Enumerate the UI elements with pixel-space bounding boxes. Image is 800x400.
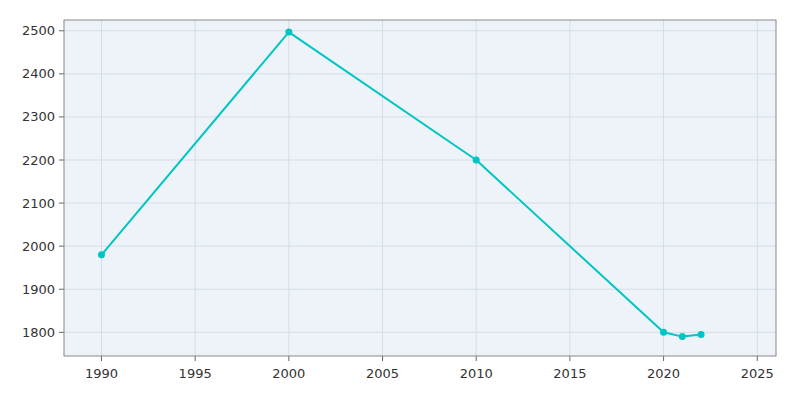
- y-tick-label: 2000: [22, 239, 55, 254]
- plot-background: [64, 20, 776, 356]
- line-marker: [660, 329, 667, 336]
- x-grid-line: [757, 20, 758, 356]
- x-grid-line: [195, 20, 196, 356]
- y-tick: [59, 246, 64, 247]
- x-tick: [195, 356, 196, 361]
- x-grid-line: [101, 20, 102, 356]
- y-grid-line: [64, 116, 776, 117]
- x-tick-label: 2015: [553, 366, 586, 381]
- y-grid-line: [64, 160, 776, 161]
- y-tick-label: 2200: [22, 153, 55, 168]
- x-tick: [288, 356, 289, 361]
- x-tick-label: 2005: [366, 366, 399, 381]
- y-tick-label: 2400: [22, 66, 55, 81]
- x-grid-line: [569, 20, 570, 356]
- y-tick: [59, 203, 64, 204]
- x-tick: [382, 356, 383, 361]
- y-tick-label: 2100: [22, 196, 55, 211]
- y-tick: [59, 30, 64, 31]
- line-marker: [679, 333, 686, 340]
- x-tick-label: 2000: [272, 366, 305, 381]
- x-tick: [101, 356, 102, 361]
- line-marker: [285, 29, 292, 36]
- grid: [64, 20, 776, 356]
- y-grid-line: [64, 289, 776, 290]
- x-grid-line: [476, 20, 477, 356]
- x-tick: [757, 356, 758, 361]
- y-tick: [59, 289, 64, 290]
- x-tick-label: 1990: [85, 366, 118, 381]
- chart-container: 1990 1995 2000 2005 2010 2015 2020 2025 1800 1900…: [0, 0, 800, 400]
- y-tick-label: 2300: [22, 109, 55, 124]
- x-tick-label: 2010: [460, 366, 493, 381]
- x-tick-label: 1995: [179, 366, 212, 381]
- x-tick-label: 2025: [741, 366, 774, 381]
- y-grid-line: [64, 203, 776, 204]
- y-tick: [59, 332, 64, 333]
- y-tick: [59, 73, 64, 74]
- y-tick: [59, 116, 64, 117]
- line-marker: [698, 331, 705, 338]
- x-grid-line: [382, 20, 383, 356]
- y-tick: [59, 160, 64, 161]
- line: [101, 32, 701, 337]
- y-tick-label: 1900: [22, 282, 55, 297]
- y-tick-label: 1800: [22, 325, 55, 340]
- x-tick: [569, 356, 570, 361]
- axes: 1990 1995 2000 2005 2010 2015 2020 2025 1800 1900…: [22, 23, 774, 381]
- x-grid-line: [663, 20, 664, 356]
- line-marker: [473, 157, 480, 164]
- x-tick: [663, 356, 664, 361]
- chart-svg: 1990 1995 2000 2005 2010 2015 2020 2025 1800 1900…: [0, 0, 800, 400]
- data-layer: [98, 29, 705, 341]
- x-grid-line: [288, 20, 289, 356]
- y-grid-line: [64, 246, 776, 247]
- line-marker: [98, 251, 105, 258]
- plot-frame: [64, 20, 776, 356]
- y-grid-line: [64, 30, 776, 31]
- x-tick-label: 2020: [647, 366, 680, 381]
- y-tick-label: 2500: [22, 23, 55, 38]
- x-tick: [476, 356, 477, 361]
- y-grid-line: [64, 73, 776, 74]
